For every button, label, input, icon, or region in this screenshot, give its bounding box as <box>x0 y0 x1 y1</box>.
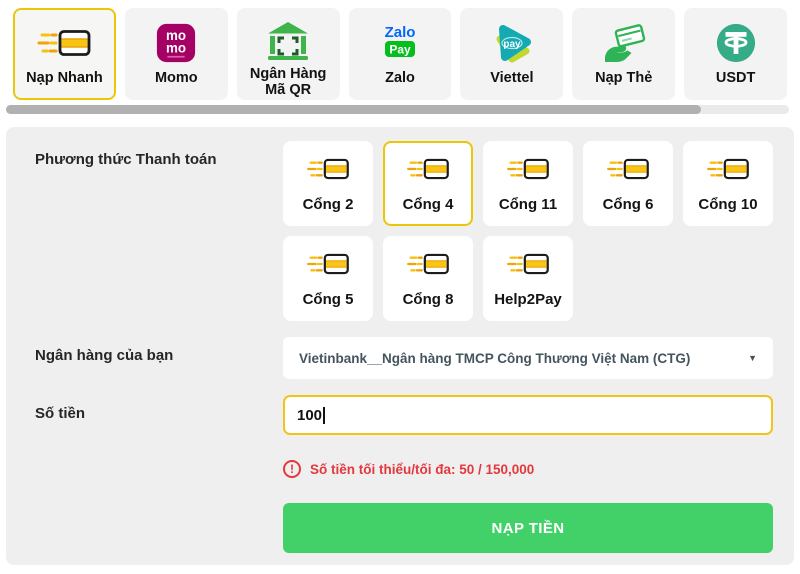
gateway-cong-5[interactable]: Cổng 5 <box>283 236 373 321</box>
deposit-form-panel: Phương thức Thanh toán Cổng 2 Cổng 4 Cổn… <box>6 127 794 565</box>
fast-card-icon <box>505 249 551 284</box>
tab-label: Zalo <box>385 70 415 86</box>
svg-text:mo: mo <box>166 41 186 56</box>
warning-icon: ! <box>283 460 301 478</box>
error-text: Số tiền tối thiểu/tối đa: 50 / 150,000 <box>310 461 535 477</box>
svg-text:mo: mo <box>166 28 186 43</box>
chevron-down-icon: ▼ <box>748 353 757 363</box>
amount-row: Số tiền 100 <box>35 395 794 459</box>
tabs-scrollbar-track[interactable] <box>6 105 789 114</box>
tab-label: USDT <box>715 70 756 86</box>
fast-card-icon <box>605 154 651 189</box>
deposit-submit-button[interactable]: NẠP TIỀN <box>283 503 773 553</box>
tab-ngan-hang-ma-qr[interactable]: Ngân Hàng Mã QR <box>236 8 340 100</box>
gateway-label: Cổng 2 <box>302 196 354 213</box>
tab-label: Ngân Hàng Mã QR <box>249 65 327 98</box>
payment-method-label: Phương thức Thanh toán <box>35 151 217 168</box>
viettelpay-icon: pay <box>490 19 534 67</box>
tab-viettel[interactable]: pay Viettel <box>460 8 564 100</box>
amount-input[interactable]: 100 <box>283 395 773 435</box>
gateway-cong-11[interactable]: Cổng 11 <box>483 141 573 226</box>
gateway-label: Cổng 10 <box>698 196 758 213</box>
gateway-cong-2[interactable]: Cổng 2 <box>283 141 373 226</box>
error-row: ! Số tiền tối thiểu/tối đa: 50 / 150,000 <box>35 459 794 503</box>
gateway-grid: Cổng 2 Cổng 4 Cổng 11 Cổng 6 <box>283 141 773 321</box>
fast-card-icon <box>405 249 451 284</box>
gateway-cong-6[interactable]: Cổng 6 <box>583 141 673 226</box>
fast-card-icon <box>505 154 551 189</box>
card-hand-icon <box>601 19 647 67</box>
tab-nap-the[interactable]: Nạp Thẻ <box>572 8 676 100</box>
gateway-label: Cổng 4 <box>402 196 454 213</box>
svg-text:pay: pay <box>503 39 521 50</box>
text-cursor <box>323 406 326 424</box>
tab-usdt[interactable]: USDT <box>684 8 788 100</box>
gateway-help2pay[interactable]: Help2Pay <box>483 236 573 321</box>
tab-label: Viettel <box>490 70 534 86</box>
svg-text:Pay: Pay <box>389 43 411 57</box>
zalopay-icon: Zalo Pay <box>377 19 423 67</box>
fast-card-icon <box>305 154 351 189</box>
momo-icon: mo mo <box>155 19 197 67</box>
tab-zalo[interactable]: Zalo Pay Zalo <box>348 8 452 100</box>
gateway-cong-10[interactable]: Cổng 10 <box>683 141 773 226</box>
gateway-cong-4[interactable]: Cổng 4 <box>383 141 473 226</box>
bank-qr-icon <box>265 19 311 63</box>
payment-method-tabs: Nạp Nhanh mo mo Momo <box>0 0 800 100</box>
gateway-label: Cổng 8 <box>402 291 454 308</box>
payment-method-row: Phương thức Thanh toán Cổng 2 Cổng 4 Cổn… <box>35 141 794 337</box>
gateway-label: Cổng 6 <box>602 196 654 213</box>
tab-momo[interactable]: mo mo Momo <box>124 8 228 100</box>
tab-label: Nạp Nhanh <box>26 70 103 86</box>
svg-text:Zalo: Zalo <box>385 24 416 41</box>
bank-select-value: Vietinbank__Ngân hàng TMCP Công Thương V… <box>299 350 691 366</box>
submit-row: NẠP TIỀN <box>35 503 794 553</box>
usdt-icon <box>715 19 757 67</box>
gateway-label: Cổng 5 <box>302 291 354 308</box>
fast-card-icon <box>35 19 93 67</box>
amount-label: Số tiền <box>35 405 86 422</box>
fast-card-icon <box>705 154 751 189</box>
bank-row: Ngân hàng của bạn Vietinbank__Ngân hàng … <box>35 337 794 395</box>
tab-nap-nhanh[interactable]: Nạp Nhanh <box>13 8 116 100</box>
tab-label: Momo <box>154 70 198 86</box>
fast-card-icon <box>305 249 351 284</box>
fast-card-icon <box>405 154 451 189</box>
amount-value: 100 <box>297 406 323 424</box>
amount-error-message: ! Số tiền tối thiểu/tối đa: 50 / 150,000 <box>283 459 773 479</box>
gateway-label: Cổng 11 <box>498 196 558 213</box>
bank-label: Ngân hàng của bạn <box>35 347 174 364</box>
bank-select[interactable]: Vietinbank__Ngân hàng TMCP Công Thương V… <box>283 337 773 379</box>
tabs-scrollbar-thumb[interactable] <box>6 105 701 114</box>
gateway-cong-8[interactable]: Cổng 8 <box>383 236 473 321</box>
tab-label: Nạp Thẻ <box>595 70 653 86</box>
gateway-label: Help2Pay <box>494 291 562 308</box>
